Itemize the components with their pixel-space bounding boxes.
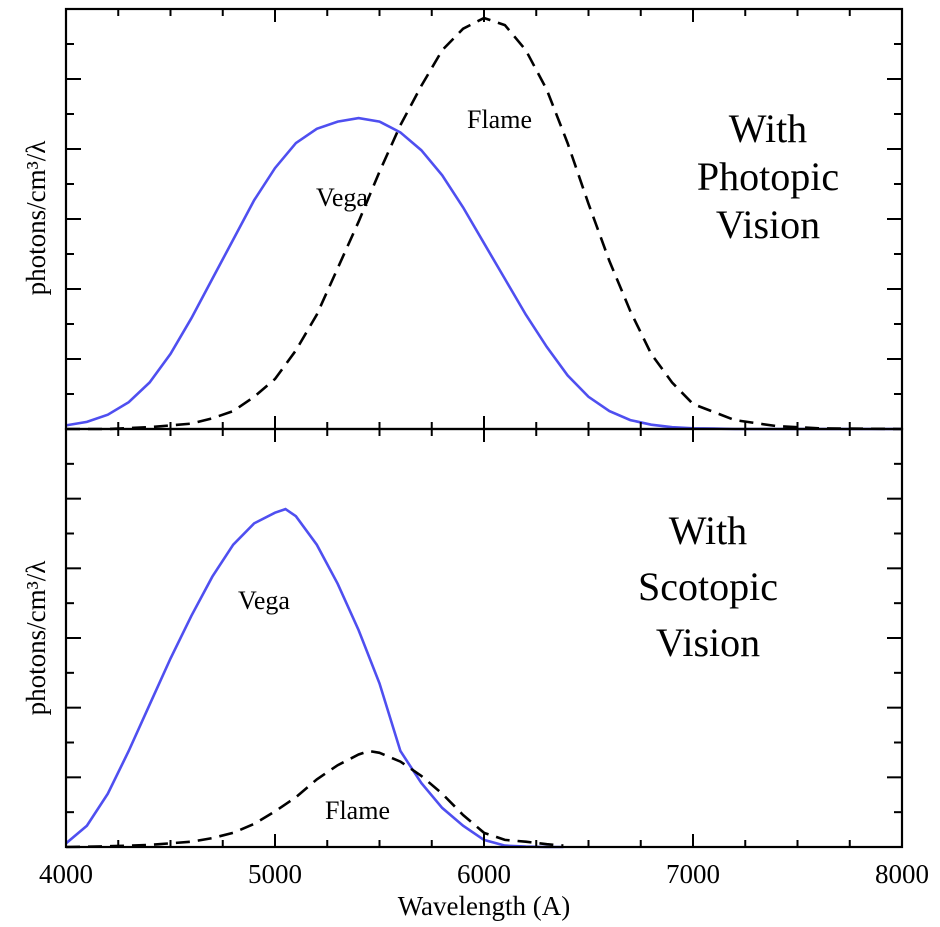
- x-axis-label: Wavelength (A): [398, 891, 571, 921]
- photopic-vega-label: Vega: [316, 183, 368, 212]
- photopic-title-line-1: With: [729, 106, 807, 151]
- scotopic-title-line-1: With: [669, 508, 747, 553]
- scotopic-panel: photons/cm³/λ Vega Flame With Scotopic V…: [21, 427, 929, 921]
- scotopic-flame-label: Flame: [325, 796, 390, 825]
- x-tick-label: 5000: [248, 859, 302, 889]
- photopic-title-line-2: Photopic: [697, 154, 839, 199]
- photopic-title-line-3: Vision: [716, 202, 820, 247]
- scotopic-title-line-3: Vision: [656, 620, 760, 665]
- x-tick-label: 8000: [875, 859, 929, 889]
- photopic-flame-label: Flame: [467, 105, 532, 134]
- scotopic-plot-frame: [64, 427, 904, 849]
- photopic-ticks-layer: [65, 9, 903, 430]
- scotopic-ticks-layer: [65, 429, 903, 848]
- x-tick-labels: 4000 5000 6000 7000 8000: [39, 859, 929, 889]
- scotopic-vega-label: Vega: [238, 586, 290, 615]
- photopic-y-axis-label: photons/cm³/λ: [21, 141, 51, 296]
- photopic-panel: photons/cm³/λ Vega Flame With Photopic V…: [21, 7, 904, 431]
- x-tick-label: 7000: [666, 859, 720, 889]
- scotopic-flame-line: [65, 749, 564, 849]
- scotopic-y-axis-label: photons/cm³/λ: [21, 561, 51, 716]
- scotopic-vega-line: [65, 507, 564, 849]
- x-tick-label: 4000: [39, 859, 93, 889]
- scotopic-series-layer: [65, 507, 564, 849]
- x-tick-label: 6000: [457, 859, 511, 889]
- photopic-flame-line: [66, 16, 903, 431]
- scotopic-title-line-2: Scotopic: [638, 564, 778, 609]
